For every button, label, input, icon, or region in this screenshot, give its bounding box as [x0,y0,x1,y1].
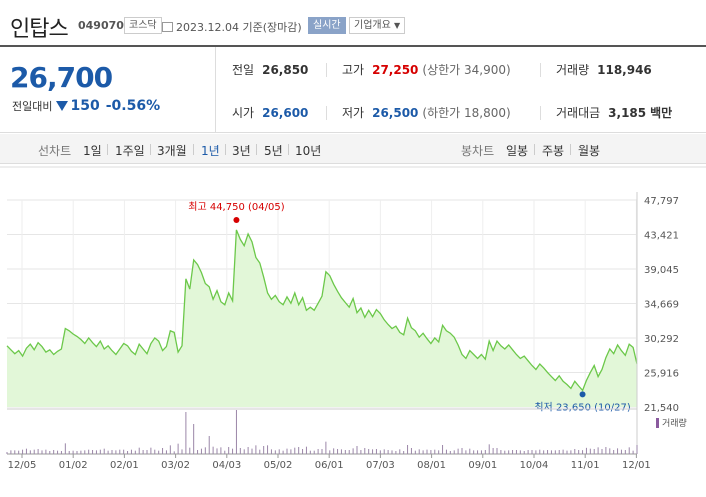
x-tick-label: 03/02 [161,460,190,471]
stat-high-label: 고가 [342,63,365,77]
date-basis: 기준(장마감) [242,21,302,34]
stat-prev-value: 26,850 [262,63,309,77]
max-price-label: 최고 44,750 (04/05) [188,201,284,213]
price-line [6,229,638,392]
x-tick-label: 10/04 [520,460,549,471]
price-chart-svg: 47,797 43,421 39,045 34,669 30,292 25,916 21,5… [0,166,706,471]
volume-legend-label: 거래량 [662,417,687,429]
stat-amount-value: 3,185 [608,106,647,120]
company-info-dropdown[interactable]: 기업개요 ▼ [349,17,406,34]
tab-period-3y[interactable]: 3년 [232,144,251,158]
tab-candle-weekly[interactable]: 주봉 [542,144,565,158]
change-percent: -0.56% [105,98,161,114]
y-tick-label: 34,669 [644,300,679,311]
tab-candle-monthly[interactable]: 월봉 [578,144,601,158]
tab-period-10y[interactable]: 10년 [295,144,322,158]
down-triangle-icon [56,101,69,111]
calendar-icon [162,22,173,32]
chart-tab-bar: 선차트 1일 1주일 3개월 1년 3년 5년 10년 봉차트 일봉 주봉 월봉 [0,134,706,164]
tab-period-5y[interactable]: 5년 [264,144,283,158]
x-tick-label: 08/01 [417,460,446,471]
x-tick-label: 02/01 [110,460,139,471]
stat-high: 고가 27,250 (상한가 34,900) [342,61,511,78]
stock-header: 인탑스 049070 코스닥 2023.12.04 기준(장마감) 실시간 기업… [0,0,706,50]
price-summary: 26,700 전일대비 150 -0.56% 전일 26,850 고가 27,250 (상… [0,47,706,133]
change-value: 150 [70,98,100,114]
max-price-marker [233,217,240,224]
x-tick-label: 12/05 [8,460,37,471]
stat-open-value: 26,600 [262,106,309,120]
stat-lower-limit: (하한가 18,800) [422,106,511,120]
x-tick-label: 01/02 [59,460,88,471]
y-tick-label: 25,916 [644,369,679,380]
tab-divider [570,144,571,155]
stock-name: 인탑스 [10,17,69,42]
stock-code: 049070 [78,19,124,32]
x-tick-label: 12/01 [622,460,651,471]
stat-low-label: 저가 [342,106,365,120]
y-tick-label: 39,045 [644,265,679,276]
tab-period-1d[interactable]: 1일 [83,144,102,158]
stat-volume: 거래량 118,946 [556,61,652,78]
price-chart: 47,797 43,421 39,045 34,669 30,292 25,916 21,5… [0,164,706,493]
candle-chart-label: 봉차트 [461,144,495,158]
tab-period-3m[interactable]: 3개월 [157,144,187,158]
x-tick-label: 04/03 [212,460,241,471]
tab-divider [288,144,289,155]
x-tick-label: 06/01 [315,460,344,471]
stat-divider [540,106,541,120]
tab-divider [256,144,257,155]
change-label: 전일대비 [12,100,53,113]
min-price-marker [579,391,586,398]
x-tick-label: 07/03 [366,460,395,471]
x-tick-label: 09/01 [468,460,497,471]
stat-divider [540,63,541,77]
market-badge: 코스닥 [124,17,162,34]
header-divider [0,45,706,47]
stat-open-label: 시가 [232,106,255,120]
tab-period-1w[interactable]: 1주일 [115,144,145,158]
stat-divider [326,63,327,77]
stat-volume-value: 118,946 [597,63,652,77]
change-line: 전일대비 150 -0.56% [12,98,160,114]
stat-prev-label: 전일 [232,63,255,77]
current-price-panel: 26,700 전일대비 150 -0.56% [0,47,216,133]
line-chart-label: 선차트 [38,144,72,158]
y-tick-label: 47,797 [644,196,679,207]
stat-low: 저가 26,500 (하한가 18,800) [342,104,511,121]
base-date: 2023.12.04 [176,21,239,34]
stat-open: 시가 26,600 [232,104,308,121]
stat-low-value: 26,500 [372,106,419,120]
x-tick-label: 11/01 [571,460,600,471]
tab-divider [225,144,226,155]
date-info: 2023.12.04 기준(장마감) [162,19,302,35]
tab-period-1y[interactable]: 1년 [201,144,220,158]
y-tick-label: 21,540 [644,403,679,414]
tab-divider [534,144,535,155]
stat-upper-limit: (상한가 34,900) [422,63,511,77]
stat-amount: 거래대금 3,185 백만 [556,104,672,121]
current-price: 26,700 [10,61,113,94]
stat-amount-unit: 백만 [650,106,673,120]
volume-legend-swatch [656,418,659,428]
price-area-fill [7,229,637,407]
stat-prev: 전일 26,850 [232,61,308,78]
stat-volume-label: 거래량 [556,63,590,77]
y-tick-label: 30,292 [644,334,679,345]
tab-candle-daily[interactable]: 일봉 [506,144,529,158]
tab-divider [193,144,194,155]
tab-divider [150,144,151,155]
chevron-down-icon: ▼ [394,21,401,30]
x-tick-label: 05/02 [264,460,293,471]
company-info-label: 기업개요 [354,20,391,31]
stat-amount-label: 거래대금 [556,106,601,120]
min-price-label: 최저 23,650 (10/27) [534,401,630,413]
stat-high-value: 27,250 [372,63,419,77]
tab-divider [107,144,108,155]
y-tick-label: 43,421 [644,231,679,242]
realtime-button[interactable]: 실시간 [308,17,346,34]
stat-divider [326,106,327,120]
